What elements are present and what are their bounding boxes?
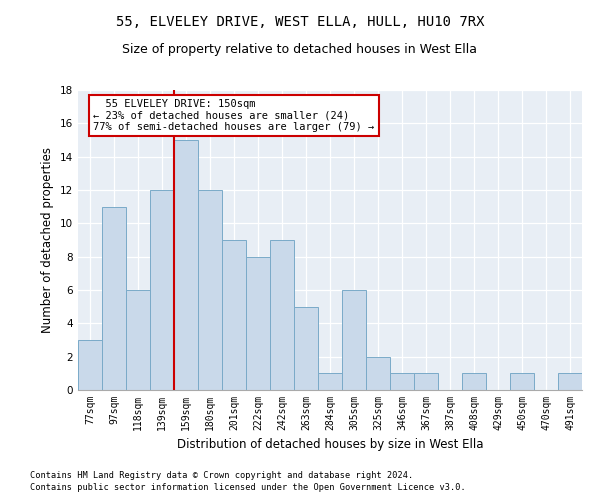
X-axis label: Distribution of detached houses by size in West Ella: Distribution of detached houses by size …: [177, 438, 483, 452]
Text: Contains HM Land Registry data © Crown copyright and database right 2024.: Contains HM Land Registry data © Crown c…: [30, 471, 413, 480]
Bar: [510, 374, 534, 390]
Bar: [462, 374, 486, 390]
Bar: [342, 290, 366, 390]
Bar: [366, 356, 390, 390]
Bar: [126, 290, 150, 390]
Bar: [102, 206, 126, 390]
Bar: [318, 374, 342, 390]
Text: Contains public sector information licensed under the Open Government Licence v3: Contains public sector information licen…: [30, 484, 466, 492]
Y-axis label: Number of detached properties: Number of detached properties: [41, 147, 55, 333]
Bar: [174, 140, 198, 390]
Bar: [198, 190, 222, 390]
Text: 55 ELVELEY DRIVE: 150sqm
← 23% of detached houses are smaller (24)
77% of semi-d: 55 ELVELEY DRIVE: 150sqm ← 23% of detach…: [93, 99, 374, 132]
Bar: [558, 374, 582, 390]
Text: Size of property relative to detached houses in West Ella: Size of property relative to detached ho…: [122, 42, 478, 56]
Bar: [390, 374, 414, 390]
Bar: [222, 240, 246, 390]
Bar: [246, 256, 270, 390]
Bar: [270, 240, 294, 390]
Bar: [78, 340, 102, 390]
Bar: [414, 374, 438, 390]
Bar: [150, 190, 174, 390]
Bar: [294, 306, 318, 390]
Text: 55, ELVELEY DRIVE, WEST ELLA, HULL, HU10 7RX: 55, ELVELEY DRIVE, WEST ELLA, HULL, HU10…: [116, 15, 484, 29]
